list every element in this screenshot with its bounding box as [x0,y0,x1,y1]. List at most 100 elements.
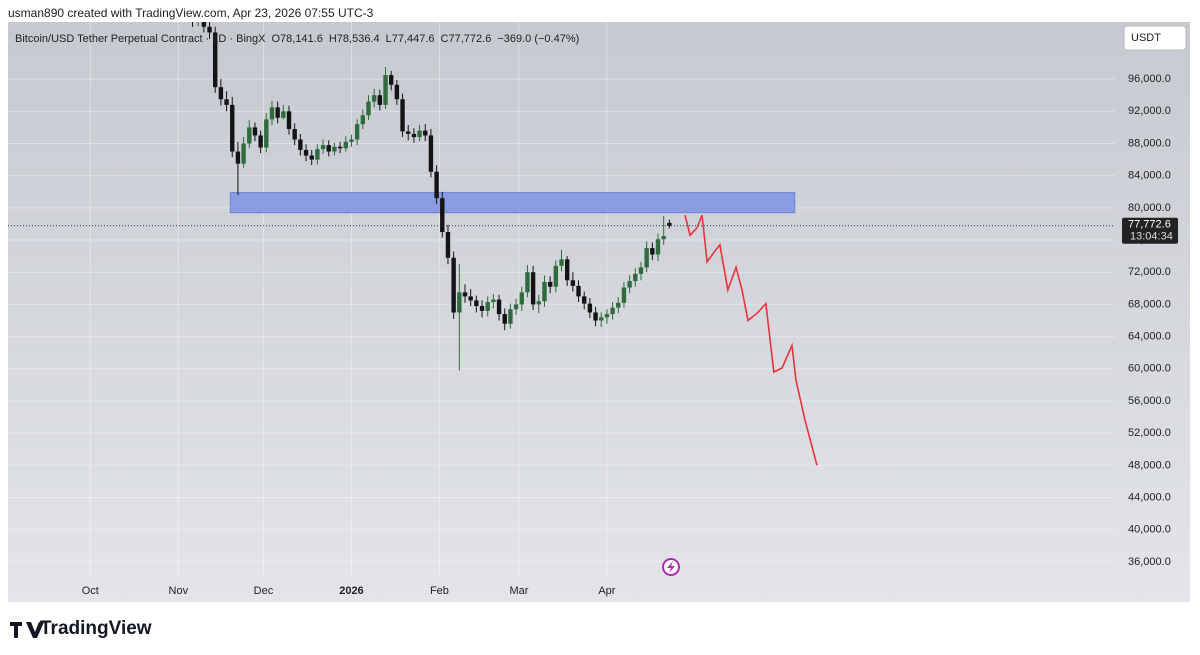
candle-body [247,127,252,144]
currency-label[interactable]: USDT [1131,32,1161,44]
legend-value: C77,772.6 [441,33,492,45]
candle-body [326,145,331,152]
y-tick-label: 72,000.0 [1128,266,1171,278]
y-tick-label: 40,000.0 [1128,524,1171,536]
candle-body [655,239,661,255]
candle-body [264,119,269,148]
candle-body [400,99,405,132]
candle-body [349,139,354,142]
candle-body [394,84,400,100]
last-price-box [1122,217,1178,244]
candle-body [303,149,309,156]
candle-body [638,267,644,274]
candle-body [445,232,451,258]
candle-body [258,135,263,148]
candle-body [383,75,388,105]
candle-body [610,307,615,315]
candle-body [542,281,547,302]
last-price-label: 77,772.6 [1128,219,1171,231]
candle-body [485,302,490,311]
candle-body [241,143,246,164]
candle-body [650,248,655,255]
legend: Bitcoin/USD Tether Perpetual Contract · … [15,33,579,45]
legend-value: L77,447.6 [386,33,435,45]
candle-body [440,198,445,233]
y-tick-label: 56,000.0 [1128,395,1171,407]
candle-body [553,265,559,287]
candle-body [564,259,570,281]
candle-body [406,131,411,134]
candle-body [298,139,303,150]
candle-body [462,292,468,297]
candle-body [627,281,632,288]
candle-body [576,285,581,297]
candle-body [230,104,235,152]
x-tick-label: Dec [254,585,274,597]
candle-body [423,130,428,136]
candle-body [428,135,434,172]
candle-body [320,145,326,150]
y-tick-label: 68,000.0 [1128,298,1171,310]
candle-body [337,146,343,149]
legend-value: O78,141.6 [271,33,322,45]
candle-body [315,149,320,160]
candle-body [491,299,496,303]
y-tick-label: 92,000.0 [1128,105,1171,117]
candle-body [281,111,286,118]
candle-body [559,259,564,266]
candle-body [496,299,502,315]
candle-body [570,280,576,286]
y-tick-label: 88,000.0 [1128,137,1171,149]
candle-body [269,107,275,120]
candle-body [667,222,672,226]
candle-body [599,317,604,321]
x-tick-label: 2026 [339,585,363,597]
candle-body [582,296,587,304]
candle-body [661,236,666,240]
candle-body [508,309,513,324]
candle-body [593,312,598,321]
candle-body [525,272,530,293]
candle-body [292,129,297,140]
candle-body [547,281,553,287]
candle-body [309,155,314,160]
candle-body [235,151,241,164]
candle-body [201,22,207,27]
candle-body [411,133,417,138]
candle-body [417,130,422,138]
y-tick-label: 84,000.0 [1128,170,1171,182]
candle-body [434,171,439,199]
candle-body [252,127,258,136]
candle-body [519,292,524,305]
x-tick-label: Apr [598,585,615,597]
y-tick-label: 36,000.0 [1128,556,1171,568]
candle-body [513,304,519,310]
candle-body [451,257,456,313]
candle-body [633,273,638,282]
candle-body [604,314,610,318]
candle-body [587,303,593,313]
y-tick-label: 60,000.0 [1128,363,1171,375]
candle-body [616,302,621,308]
plot [8,22,1115,578]
chart-background [8,22,1190,602]
candle-body [213,32,218,88]
candle-body [530,272,536,305]
currency-button[interactable] [1123,25,1187,51]
candle-body [332,146,337,152]
zone [229,192,796,214]
candle-body [502,314,507,324]
candle-body [388,75,394,85]
candle-body [275,107,280,118]
candle-body [474,300,479,307]
candle-body [354,124,360,140]
y-tick-label: 48,000.0 [1128,459,1171,471]
brand-logo [10,622,44,638]
candle-body [377,95,383,105]
candle-body [536,301,541,305]
x-tick-label: Oct [82,585,99,597]
y-tick-label: 44,000.0 [1128,491,1171,503]
candle-body [644,248,649,268]
candle-body [286,111,292,130]
